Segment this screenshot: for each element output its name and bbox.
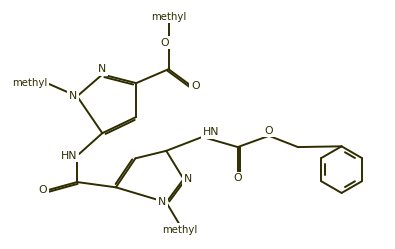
Text: methyl: methyl [12,78,47,88]
Text: HN: HN [60,151,77,161]
Text: O: O [265,126,273,136]
Text: HN: HN [202,127,219,137]
Text: O: O [38,185,47,195]
Text: O: O [160,38,169,48]
Text: O: O [233,173,242,184]
Text: methyl: methyl [151,12,186,22]
Text: N: N [98,64,106,74]
Text: O: O [191,81,200,91]
Text: N: N [69,91,77,101]
Text: N: N [158,197,166,207]
Text: N: N [184,174,192,184]
Text: methyl: methyl [162,225,198,235]
